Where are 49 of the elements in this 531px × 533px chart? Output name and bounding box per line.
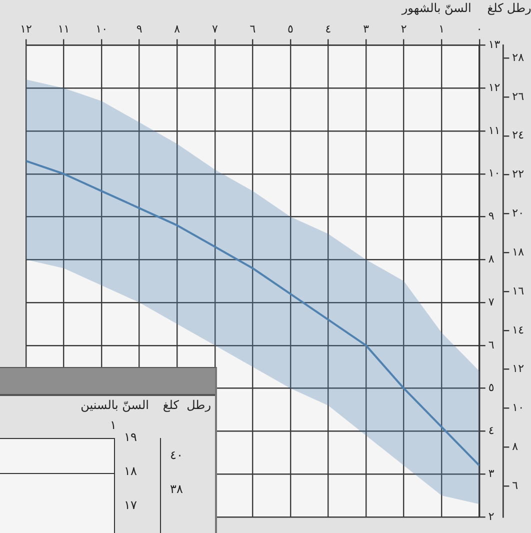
x-tick-label: ٧ <box>212 22 218 36</box>
annotation: ٣٨ <box>170 482 183 496</box>
y-tick-label: ٧ <box>488 295 494 308</box>
x-tick-label: ١ <box>438 22 445 36</box>
y2-tick-label: ١٤ <box>512 323 524 336</box>
x-tick-label: ٤ <box>325 22 332 36</box>
y2-tick-label: ٨ <box>512 440 518 454</box>
y-tick-label: ٨ <box>488 252 494 266</box>
x-tick-label: ١١ <box>58 22 70 36</box>
text: السنّ بالسنين <box>80 398 149 412</box>
x-tick-label: ٩ <box>136 22 142 36</box>
y-tick-label: ٤ <box>488 424 494 438</box>
annotation: ٤٠ <box>170 448 183 462</box>
x-tick-label: ٢ <box>400 22 407 36</box>
y-tick-label: ١٢ <box>488 80 500 94</box>
y2-tick-label: ٢٦ <box>512 90 524 103</box>
y2-tick-label: ١٦ <box>512 284 524 298</box>
y2-tick-label: ٢٤ <box>512 128 524 142</box>
y2-tick-label: ٢٨ <box>512 50 524 64</box>
y-tick-label: ١١ <box>488 124 500 137</box>
y2-tick-label: ٢٢ <box>512 168 524 181</box>
x-tick-label: ١٢ <box>20 22 32 36</box>
x-tick-label: ٦ <box>250 22 256 36</box>
annotation: ١ <box>110 418 116 432</box>
y2-axis-title: رطل <box>506 1 531 16</box>
y-tick-label: ٢ <box>488 510 494 523</box>
text: كلغ <box>162 398 179 412</box>
x-axis-title: السنّ بالشهور <box>400 1 472 16</box>
y-tick-label: ١٠ <box>488 166 500 180</box>
annotation: ١٩ <box>124 430 137 444</box>
y-tick-label: ١٣ <box>488 38 500 52</box>
x-tick-label: ١٠ <box>96 22 108 36</box>
y-tick-label: ٥ <box>488 381 494 394</box>
y2-tick-label: ١٠ <box>512 401 524 414</box>
x-tick-label: ٠ <box>476 22 482 36</box>
y-axis-title: كلغ <box>487 1 504 16</box>
y-tick-label: ٦ <box>488 338 494 352</box>
y-tick-label: ٣ <box>488 466 494 480</box>
text: رطل <box>186 398 211 412</box>
x-tick-label: ٣ <box>363 22 370 36</box>
x-tick-label: ٨ <box>174 22 180 36</box>
y2-tick-label: ١٢ <box>512 362 524 376</box>
y2-tick-label: ٦ <box>512 478 518 492</box>
annotation: ١٧ <box>124 498 137 512</box>
y2-tick-label: ١٨ <box>512 245 524 258</box>
y2-tick-label: ٢٠ <box>512 206 524 220</box>
x-tick-label: ٥ <box>288 22 294 36</box>
annotation: ١٨ <box>124 464 137 478</box>
y-tick-label: ٩ <box>488 210 494 223</box>
